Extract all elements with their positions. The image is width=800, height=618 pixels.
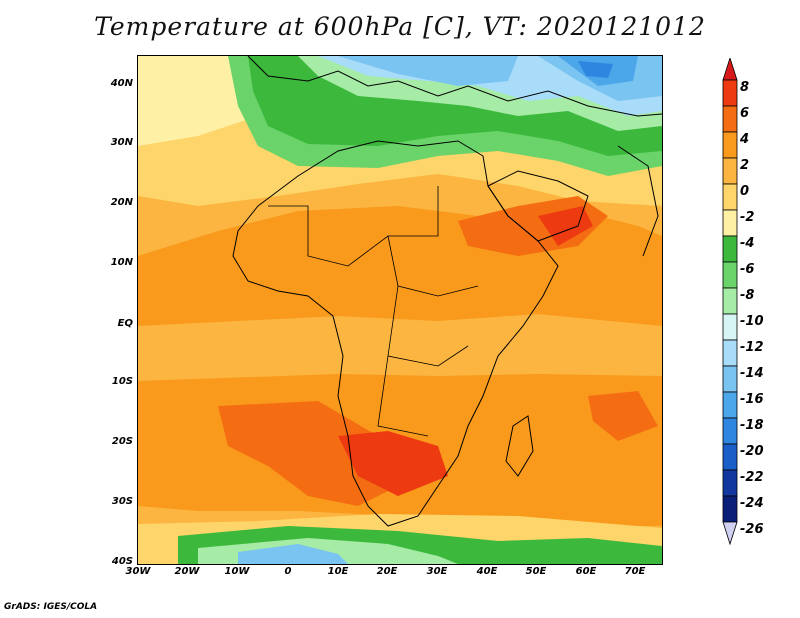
lon-label-0: 0 <box>284 566 292 577</box>
colorbar-label-minus16: -16 <box>740 392 764 407</box>
field-minus16-south <box>238 544 348 564</box>
colorbar-segment <box>722 313 738 341</box>
colorbar-label-6: 6 <box>740 106 750 121</box>
colorbar-label-2: 2 <box>740 158 750 173</box>
europe-coastline <box>247 56 662 117</box>
colorbar-label-minus6: -6 <box>740 262 755 277</box>
lat-label-20s: 20S <box>111 436 133 447</box>
field-minus4-to-minus2-nw <box>138 56 258 146</box>
lon-label-20w: 20W <box>174 566 200 577</box>
chart-title: Temperature at 600hPa [C], VT: 202012101… <box>94 12 706 41</box>
colorbar-segment <box>722 287 738 315</box>
india-coastline <box>617 145 659 257</box>
lon-label-40e: 40E <box>476 566 498 577</box>
field-4-to-6-south-atlantic <box>218 401 398 506</box>
colorbar-segment <box>722 79 738 107</box>
map-canvas <box>138 56 662 564</box>
colorbar <box>722 58 738 546</box>
colorbar-segment <box>722 131 738 159</box>
colorbar-segment <box>722 183 738 211</box>
lat-label-eq: EQ <box>117 318 133 329</box>
colorbar-bottom-arrow <box>722 521 738 546</box>
colorbar-label-minus14: -14 <box>740 366 764 381</box>
lat-label-10n: 10N <box>110 257 133 268</box>
country-borders <box>268 186 479 437</box>
colorbar-top-arrow <box>722 58 738 81</box>
colorbar-segment <box>722 209 738 237</box>
lon-label-30w: 30W <box>125 566 151 577</box>
lon-label-50e: 50E <box>525 566 547 577</box>
field-minus20-north <box>578 61 613 78</box>
colorbar-segment <box>722 261 738 289</box>
colorbar-segment <box>722 365 738 393</box>
colorbar-segment <box>722 443 738 471</box>
colorbar-label-4: 4 <box>740 132 750 147</box>
field-minus16-north-a <box>338 56 518 86</box>
lon-label-70e: 70E <box>624 566 646 577</box>
lon-label-10e: 10E <box>327 566 349 577</box>
colorbar-segment <box>722 157 738 185</box>
lon-label-10w: 10W <box>224 566 250 577</box>
field-6-to-8-southern-africa <box>338 431 448 496</box>
colorbar-label-minus20: -20 <box>740 444 764 459</box>
colorbar-segment <box>722 417 738 445</box>
colorbar-segment <box>722 495 738 523</box>
lat-label-30s: 30S <box>111 496 133 507</box>
africa-coastline <box>232 140 559 527</box>
colorbar-label-minus12: -12 <box>740 340 764 355</box>
colorbar-label-8: 8 <box>740 80 750 95</box>
lat-label-20n: 20N <box>110 197 133 208</box>
colorbar-label-minus18: -18 <box>740 418 764 433</box>
lat-label-30n: 30N <box>110 137 133 148</box>
colorbar-segment <box>722 391 738 419</box>
colorbar-label-minus2: -2 <box>740 210 755 225</box>
madagascar-coastline <box>505 415 534 477</box>
colorbar-label-minus8: -8 <box>740 288 755 303</box>
colorbar-label-minus26: -26 <box>740 522 764 537</box>
colorbar-label-minus22: -22 <box>740 470 764 485</box>
arabia-coastline <box>487 170 589 242</box>
colorbar-label-minus10: -10 <box>740 314 764 329</box>
lat-label-40n: 40N <box>110 78 133 89</box>
credit-text: GrADS: IGES/COLA <box>4 602 98 612</box>
colorbar-segment <box>722 339 738 367</box>
lat-label-10s: 10S <box>111 376 133 387</box>
temperature-map <box>137 55 663 565</box>
lon-label-60e: 60E <box>575 566 597 577</box>
field-0-to-2-equator <box>138 314 662 381</box>
colorbar-label-0: 0 <box>740 184 750 199</box>
colorbar-segment <box>722 105 738 133</box>
lon-label-20e: 20E <box>376 566 398 577</box>
colorbar-segment <box>722 469 738 497</box>
lat-label-40s: 40S <box>111 556 133 567</box>
colorbar-label-minus4: -4 <box>740 236 755 251</box>
field-4-to-6-indian-ocean <box>588 391 658 441</box>
lon-label-30e: 30E <box>426 566 448 577</box>
colorbar-segment <box>722 235 738 263</box>
colorbar-label-minus24: -24 <box>740 496 764 511</box>
